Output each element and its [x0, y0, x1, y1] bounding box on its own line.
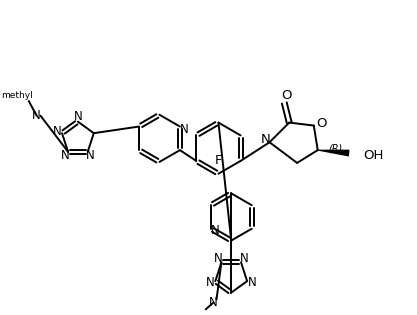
Polygon shape [318, 150, 349, 157]
Text: N: N [240, 252, 248, 265]
Text: F: F [215, 154, 222, 168]
Text: (R): (R) [328, 143, 342, 153]
Text: N: N [32, 109, 41, 122]
Text: N: N [61, 149, 70, 162]
Text: N: N [206, 276, 215, 289]
Text: N: N [214, 252, 223, 265]
Text: N: N [86, 149, 95, 162]
Text: OH: OH [363, 149, 383, 162]
Text: N: N [261, 133, 271, 146]
Text: O: O [281, 89, 291, 101]
Text: N: N [209, 296, 218, 309]
Text: N: N [211, 224, 220, 237]
Text: N: N [247, 276, 256, 289]
Text: N: N [179, 123, 188, 136]
Text: methyl: methyl [1, 91, 33, 100]
Text: N: N [53, 125, 62, 138]
Text: O: O [317, 117, 327, 130]
Text: N: N [73, 110, 82, 123]
